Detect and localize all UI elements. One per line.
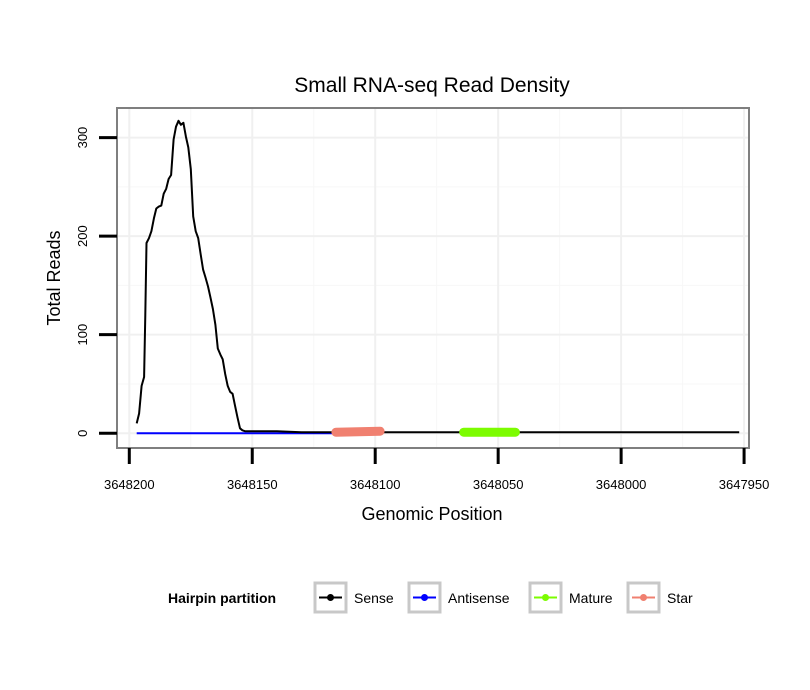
legend-key-point (542, 594, 549, 601)
y-axis-label: Total Reads (44, 230, 64, 325)
series-layer (135, 119, 740, 437)
legend-key-point (327, 594, 334, 601)
y-tick-label: 300 (75, 127, 90, 149)
x-axis-label: Genomic Position (361, 504, 502, 524)
y-tick-label: 200 (75, 225, 90, 247)
legend: Hairpin partition Sense Antisense Mature St… (168, 581, 693, 614)
legend-key-point (640, 594, 647, 601)
legend-label-antisense: Antisense (448, 590, 510, 606)
grid-lines (118, 109, 748, 447)
chart-title: Small RNA-seq Read Density (294, 74, 570, 97)
x-tick-label: 3648100 (350, 477, 401, 492)
axes: 3648200 3648150 3648100 3648050 3648000 36479… (75, 127, 769, 492)
x-tick-label: 3648050 (473, 477, 524, 492)
legend-label-mature: Mature (569, 590, 613, 606)
x-tick-label: 3647950 (719, 477, 770, 492)
series-line-sense (135, 119, 740, 434)
legend-label-sense: Sense (354, 590, 394, 606)
legend-label-star: Star (667, 590, 693, 606)
y-tick-label: 100 (75, 324, 90, 346)
x-tick-label: 3648000 (596, 477, 647, 492)
x-tick-label: 3648150 (227, 477, 278, 492)
series-line-star (331, 426, 385, 437)
legend-key-point (421, 594, 428, 601)
y-tick-label: 0 (75, 430, 90, 437)
x-tick-label: 3648200 (104, 477, 155, 492)
plot-panel (116, 107, 750, 449)
legend-title: Hairpin partition (168, 590, 276, 606)
